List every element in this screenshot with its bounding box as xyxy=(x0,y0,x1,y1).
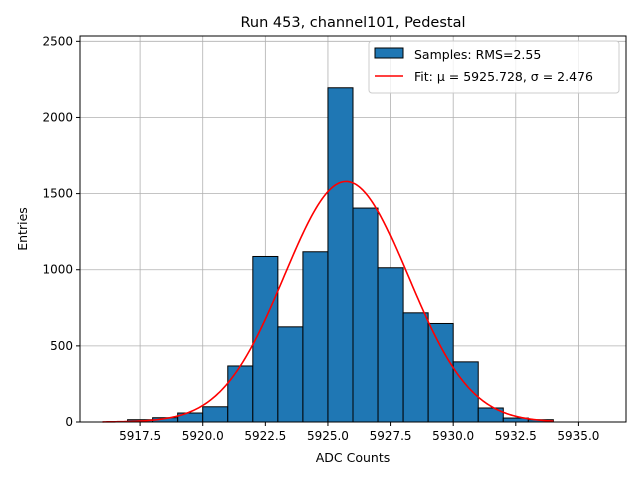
y-tick-label: 1500 xyxy=(42,187,73,201)
legend-histogram-label: Samples: RMS=2.55 xyxy=(414,47,541,62)
y-tick-label: 500 xyxy=(50,339,73,353)
x-tick-label: 5920.0 xyxy=(182,429,224,443)
chart-title: Run 453, channel101, Pedestal xyxy=(240,15,465,31)
x-tick-label: 5925.0 xyxy=(307,429,349,443)
x-axis-label: ADC Counts xyxy=(316,450,391,465)
x-tick-label: 5927.5 xyxy=(370,429,412,443)
axis-ticks: 5917.5 5920.0 5922.5 5925.0 5927.5 5930.0 5932… xyxy=(42,34,599,443)
histogram-bar xyxy=(302,251,329,423)
fit-curve xyxy=(102,180,554,423)
histogram-bar xyxy=(427,322,454,423)
histogram-bar xyxy=(377,267,404,423)
histogram-bar xyxy=(452,361,479,423)
legend-fit-label: Fit: μ = 5925.728, σ = 2.476 xyxy=(414,69,593,84)
x-tick-label: 5935.0 xyxy=(557,429,599,443)
histogram-bar xyxy=(227,365,254,423)
y-tick-label: 1000 xyxy=(42,263,73,277)
legend-histogram-swatch xyxy=(374,47,404,59)
x-tick-label: 5917.5 xyxy=(119,429,161,443)
histogram-bars xyxy=(127,87,554,423)
plot-frame xyxy=(79,35,627,423)
histogram-bar xyxy=(402,312,429,423)
x-tick-label: 5932.5 xyxy=(495,429,537,443)
x-tick-label: 5930.0 xyxy=(432,429,474,443)
histogram-bar xyxy=(327,87,354,423)
histogram-bar xyxy=(352,207,379,423)
y-tick-label: 2500 xyxy=(42,34,73,48)
x-tick-label: 5922.5 xyxy=(244,429,286,443)
y-tick-label: 0 xyxy=(65,415,73,429)
y-axis-label: Entries xyxy=(15,207,30,251)
histogram-bar xyxy=(202,406,229,423)
histogram-bar xyxy=(277,326,304,423)
legend-box xyxy=(368,40,620,94)
histogram-bar xyxy=(252,255,279,423)
legend: Samples: RMS=2.55 Fit: μ = 5925.728, σ =… xyxy=(368,40,620,94)
y-tick-label: 2000 xyxy=(42,110,73,124)
